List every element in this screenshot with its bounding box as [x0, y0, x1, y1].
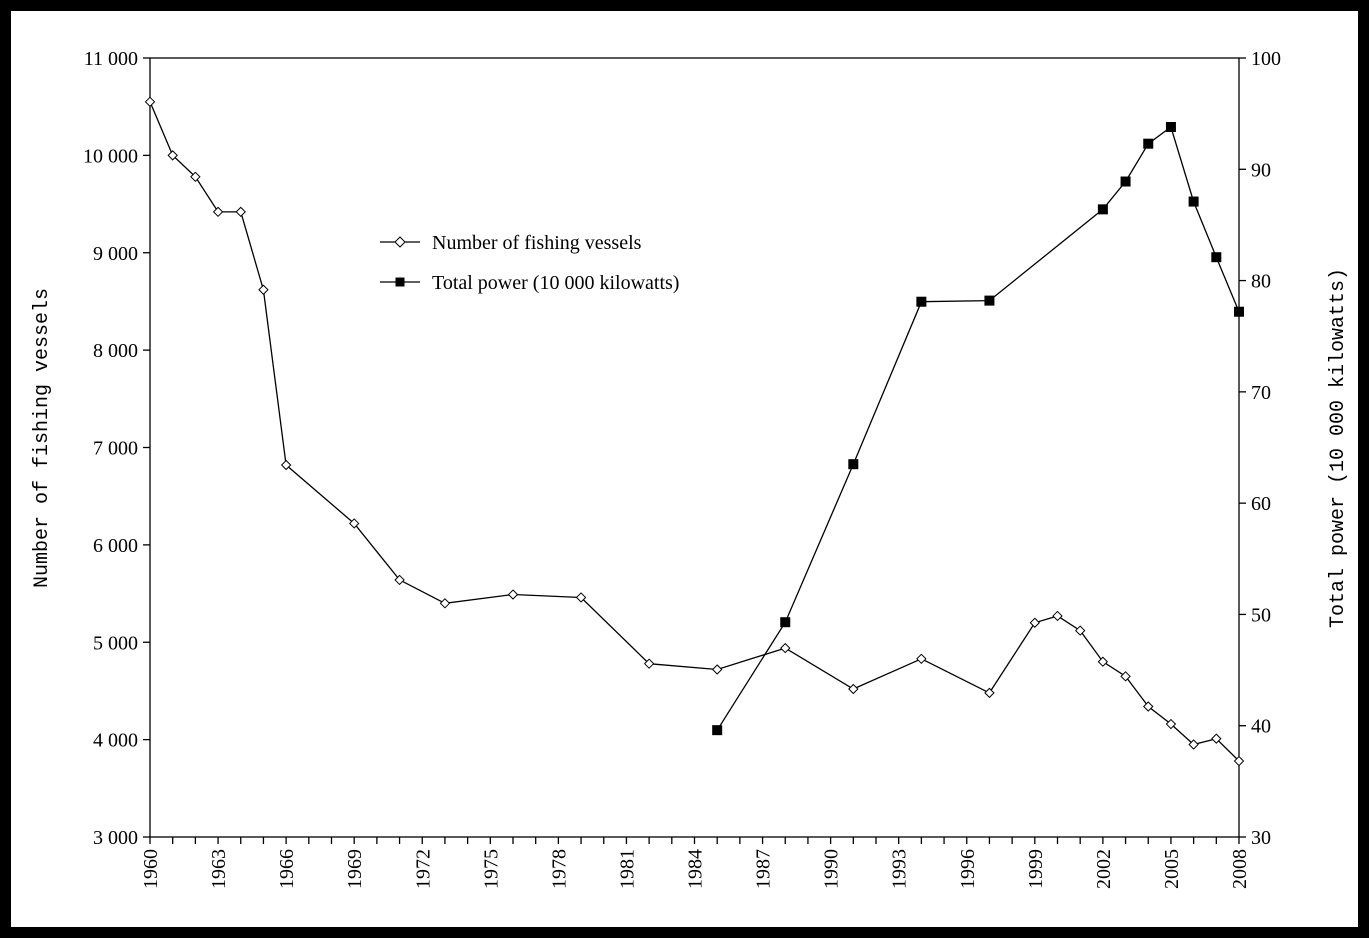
x-tick-label: 1966: [276, 849, 298, 889]
data-point-vessels: [711, 664, 723, 675]
data-point-vessels: [1233, 755, 1245, 767]
y-tick-label: 3 000: [93, 827, 138, 849]
data-point-vessels: [507, 589, 519, 600]
y2-axis-title: Total power (10 000 kilowatts): [1327, 268, 1350, 628]
y2-tick-label: 70: [1251, 382, 1271, 404]
legend-label-vessels: Number of fishing vessels: [432, 232, 642, 254]
y2-tick-label: 50: [1251, 604, 1271, 626]
x-tick-label: 1975: [480, 849, 502, 889]
chart: 3 000 4 000 5 000 6 000 7 000 8 000 9 000 10 00…: [31, 48, 1350, 889]
x-tick-label: 1996: [957, 849, 979, 889]
y-tick-label: 8 000: [93, 340, 138, 362]
data-point-vessels: [280, 459, 292, 471]
x-tick-label: 1993: [889, 849, 911, 889]
data-point-vessels: [1097, 656, 1109, 667]
data-point-power: [1234, 306, 1244, 317]
x-tick-label: 1972: [412, 849, 434, 889]
data-point-vessels: [1165, 718, 1177, 730]
x-tick-label: 1969: [344, 849, 366, 889]
data-point-power: [984, 295, 995, 306]
y2-tick-label: 30: [1251, 827, 1271, 849]
series-layer: [144, 96, 1245, 767]
y-tick-label: 11 000: [84, 48, 138, 70]
data-point-vessels: [643, 658, 655, 669]
data-point-vessels: [1188, 739, 1199, 750]
data-point-vessels: [984, 687, 995, 699]
data-point-vessels: [1074, 625, 1086, 636]
data-point-power: [1120, 176, 1131, 187]
legend-item-vessels: Number of fishing vessels: [380, 232, 642, 254]
data-point-vessels: [258, 284, 269, 295]
data-point-power: [1097, 204, 1108, 215]
y-tick-label: 4 000: [93, 730, 138, 752]
x-tick-label: 1999: [1025, 849, 1047, 889]
data-point-vessels: [1029, 617, 1041, 628]
plot-border: [149, 57, 1240, 838]
data-point-vessels: [190, 171, 201, 183]
data-point-power: [1165, 121, 1176, 132]
data-point-vessels: [780, 642, 791, 654]
x-tick-label: 1963: [208, 849, 230, 889]
data-point-vessels: [848, 683, 859, 695]
data-point-power: [848, 459, 859, 470]
data-point-vessels: [1052, 610, 1063, 622]
axes: 3 000 4 000 5 000 6 000 7 000 8 000 9 000 10 00…: [83, 48, 1281, 889]
y-tick-label: 9 000: [93, 243, 138, 265]
y2-tick-label: 100: [1251, 48, 1281, 70]
x-tick-label: 1978: [548, 849, 570, 889]
x-tick-label: 2002: [1093, 849, 1115, 889]
legend: Number of fishing vessels Total power (1…: [380, 232, 679, 294]
x-tick-label: 2008: [1229, 849, 1251, 889]
data-point-vessels: [348, 518, 360, 529]
data-point-vessels: [439, 598, 451, 609]
y2-tick-label: 80: [1251, 271, 1271, 293]
data-point-vessels: [144, 96, 156, 108]
data-point-vessels: [1211, 733, 1222, 744]
x-tick-label: 1990: [821, 849, 843, 889]
data-point-vessels: [1143, 701, 1154, 712]
y2-tick-label: 40: [1251, 716, 1271, 738]
y2-tick-label: 90: [1251, 159, 1271, 181]
series-line-1: [716, 125, 1240, 731]
data-point-vessels: [916, 653, 927, 665]
x-tick-label: 1960: [140, 849, 162, 889]
data-point-power: [712, 725, 723, 736]
data-point-power: [1188, 196, 1199, 207]
data-point-power: [1143, 138, 1154, 149]
data-point-vessels: [212, 206, 224, 218]
legend-label-power: Total power (10 000 kilowatts): [432, 272, 679, 294]
y-tick-label: 10 000: [83, 145, 138, 167]
data-point-power: [1211, 252, 1222, 263]
x-tick-label: 1981: [616, 849, 638, 889]
y-tick-label: 5 000: [93, 632, 138, 654]
y-tick-label: 7 000: [93, 438, 138, 460]
y-tick-label: 6 000: [93, 535, 138, 557]
x-tick-label: 1987: [753, 849, 775, 889]
data-point-vessels: [575, 592, 587, 603]
y-axis-title: Number of fishing vessels: [31, 288, 54, 588]
data-point-power: [780, 617, 791, 628]
legend-item-power: Total power (10 000 kilowatts): [380, 272, 679, 294]
data-point-power: [916, 296, 927, 307]
series-line-0: [149, 101, 1240, 762]
x-tick-label: 1984: [685, 849, 707, 889]
chart-frame: 3 000 4 000 5 000 6 000 7 000 8 000 9 000 10 00…: [11, 11, 1358, 927]
legend-square-marker: [395, 277, 405, 287]
data-point-vessels: [235, 206, 246, 218]
y2-tick-label: 60: [1251, 493, 1271, 515]
legend-diamond-marker: [394, 236, 406, 248]
data-point-vessels: [167, 150, 178, 161]
data-point-vessels: [394, 574, 405, 586]
x-tick-label: 2005: [1161, 849, 1183, 889]
data-point-vessels: [1120, 671, 1131, 682]
